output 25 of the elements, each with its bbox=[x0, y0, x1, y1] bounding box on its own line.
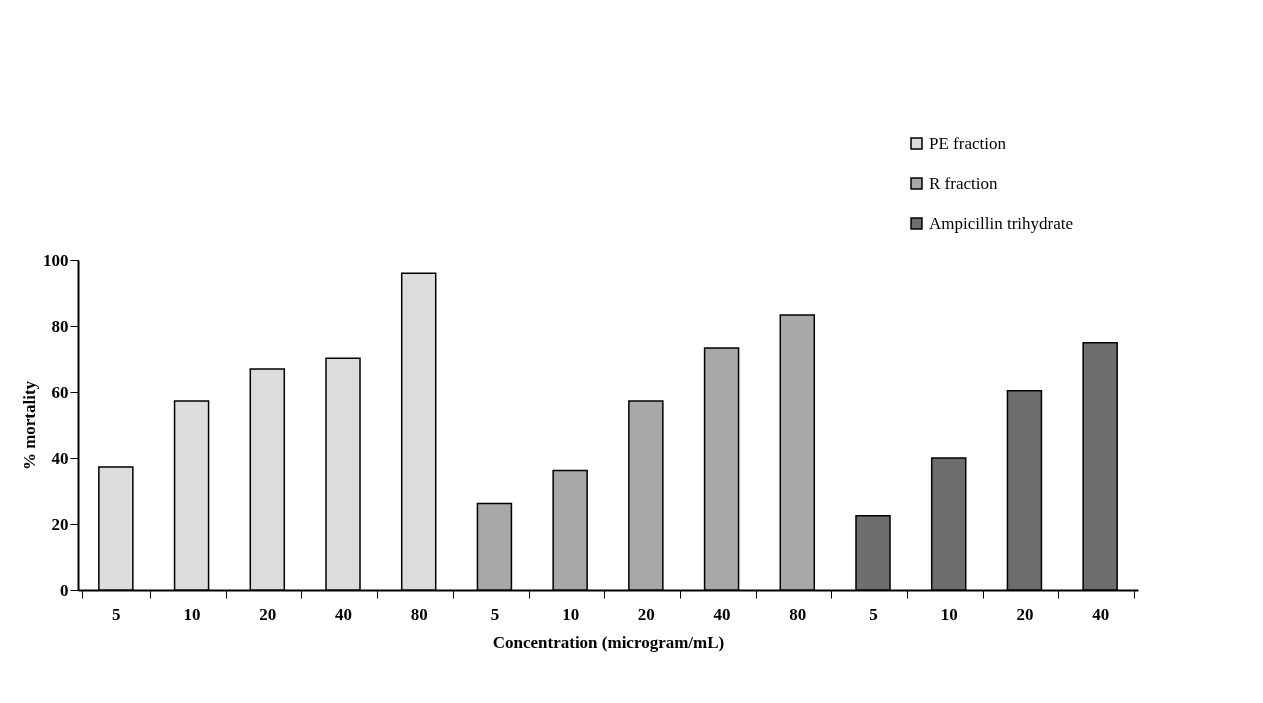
y-axis-title: % mortality bbox=[20, 380, 39, 471]
x-axis-title: Concentration (microgram/mL) bbox=[492, 632, 725, 652]
x-tick-label: 20 bbox=[1016, 604, 1034, 624]
x-tick-label: 40 bbox=[335, 604, 352, 624]
legend-label: R fraction bbox=[929, 173, 998, 193]
y-tick-label: 100 bbox=[43, 250, 69, 270]
x-tick-label: 80 bbox=[789, 604, 807, 624]
x-tick-label: 40 bbox=[1092, 604, 1110, 624]
y-tick-label: 40 bbox=[51, 448, 69, 468]
y-tick-label: 60 bbox=[51, 382, 69, 402]
x-tick-label: 20 bbox=[637, 604, 655, 624]
x-tick-label: 5 bbox=[112, 604, 121, 624]
x-tick-label: 80 bbox=[410, 604, 428, 624]
x-tick-label: 40 bbox=[713, 604, 731, 624]
x-tick-label: 10 bbox=[940, 604, 958, 624]
x-tick-label: 5 bbox=[869, 604, 878, 624]
x-tick-label: 10 bbox=[562, 604, 580, 624]
y-tick-label: 80 bbox=[51, 316, 69, 336]
x-tick-label: 5 bbox=[490, 604, 500, 624]
x-tick-label: 20 bbox=[259, 604, 277, 624]
y-tick-label: 0 bbox=[60, 580, 69, 600]
x-tick-label: 10 bbox=[183, 604, 201, 624]
y-tick-label: 20 bbox=[51, 514, 69, 534]
legend-label: PE fraction bbox=[929, 133, 1007, 153]
legend-label: Ampicillin trihydrate bbox=[929, 213, 1073, 233]
